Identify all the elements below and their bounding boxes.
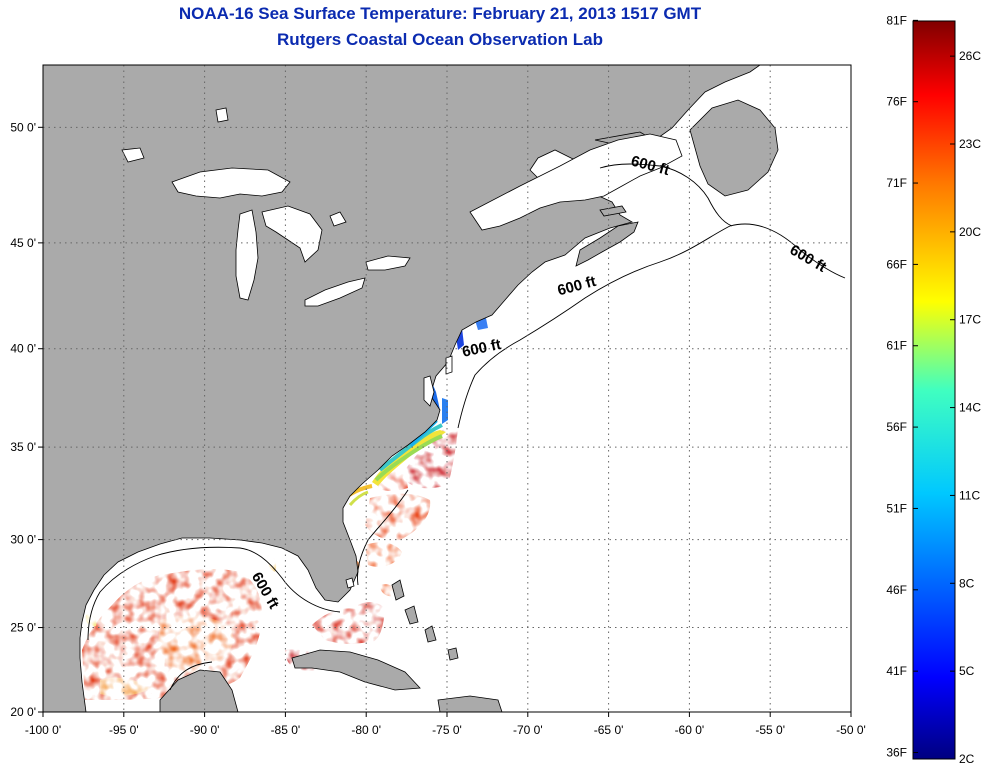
colorbar-f-label: 76F [886, 95, 907, 109]
colorbar-f-label: 36F [886, 745, 907, 759]
colorbar-f-label: 51F [886, 501, 907, 515]
colorbar-ticks: 81F 76F 71F 66F 61F 56F 51F 46F 41F 36F 26C 23C 20C 1… [886, 13, 981, 766]
lat-tick-label: 35 0' [10, 440, 36, 454]
colorbar-f-label: 61F [886, 339, 907, 353]
lake-superior [171, 167, 291, 199]
lat-tick-label: 25 0' [10, 621, 36, 635]
axis-labels: -100 0' -95 0' -90 0' -85 0' -80 0' -75 0' -70… [10, 120, 865, 737]
colorbar-c-label: 14C [959, 401, 981, 415]
colorbar-c-label: 2C [959, 752, 975, 766]
lake-ontario [365, 255, 411, 271]
colorbar-f-label: 41F [886, 664, 907, 678]
lon-tick-label: -65 0' [594, 723, 624, 737]
colorbar-c-label: 17C [959, 313, 981, 327]
lon-tick-label: -60 0' [675, 723, 705, 737]
lon-tick-label: -75 0' [432, 723, 462, 737]
lon-tick-label: -50 0' [836, 723, 866, 737]
lat-tick-label: 50 0' [10, 120, 36, 134]
colorbar-c-label: 26C [959, 49, 981, 63]
map-title: NOAA-16 Sea Surface Temperature: Februar… [178, 4, 702, 23]
colorbar-f-label: 46F [886, 583, 907, 597]
lat-tick-label: 45 0' [10, 236, 36, 250]
colorbar-c-label: 5C [959, 664, 975, 678]
colorbar-c-label: 20C [959, 225, 981, 239]
colorbar-c-label: 8C [959, 576, 975, 590]
lake-huron [261, 205, 323, 263]
lake-erie [304, 277, 366, 307]
colorbar-f-label: 56F [886, 420, 907, 434]
lakes-layer [121, 107, 683, 589]
gulf-st-lawrence [469, 133, 683, 231]
lat-tick-label: 20 0' [10, 705, 36, 719]
colorbar-gradient [912, 20, 956, 760]
axis-ticks [38, 126, 852, 717]
lon-tick-label: -55 0' [755, 723, 785, 737]
colorbar-c-label: 11C [959, 488, 980, 502]
lon-tick-label: -70 0' [513, 723, 543, 737]
lat-tick-label: 40 0' [10, 342, 36, 356]
map-subtitle: Rutgers Coastal Ocean Observation Lab [277, 30, 603, 49]
lon-tick-label: -95 0' [109, 723, 139, 737]
lat-tick-label: 30 0' [10, 533, 36, 547]
colorbar-f-label: 66F [886, 257, 907, 271]
colorbar-c-label: 23C [959, 137, 981, 151]
graticule [43, 65, 851, 712]
colorbar-f-label: 81F [886, 13, 907, 27]
colorbar-f-label: 71F [886, 176, 907, 190]
lon-tick-label: -100 0' [25, 723, 61, 737]
lon-tick-label: -80 0' [351, 723, 381, 737]
lon-tick-label: -90 0' [190, 723, 220, 737]
lon-tick-label: -85 0' [271, 723, 301, 737]
